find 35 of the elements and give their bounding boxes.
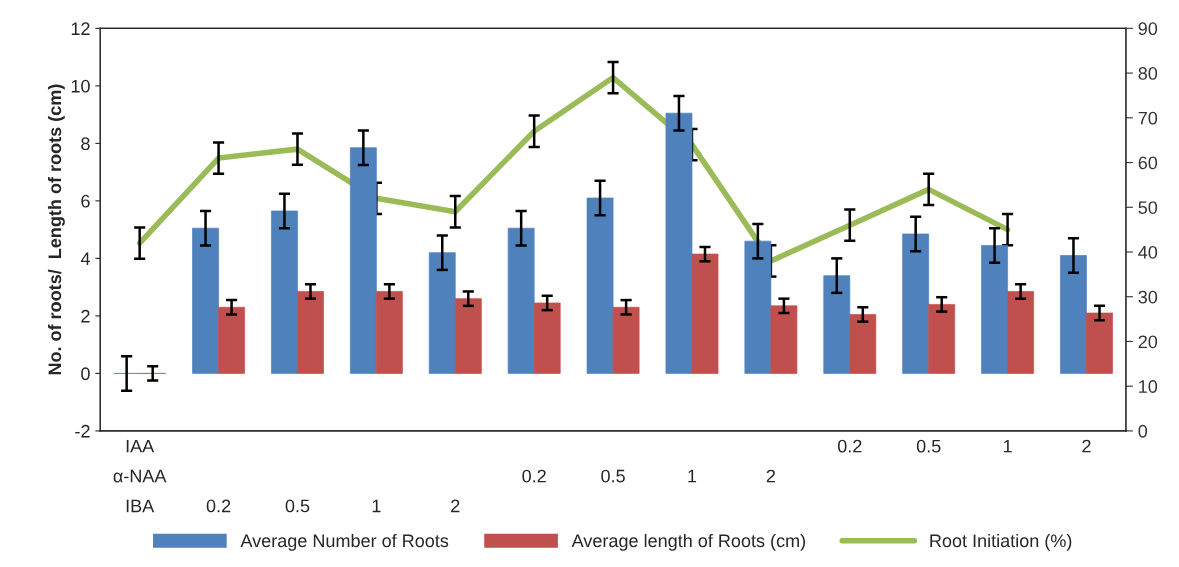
y-tick-label: 2 (81, 309, 90, 323)
y2-tick-label: 30 (1138, 290, 1158, 304)
y2-tick-label: 10 (1139, 380, 1158, 393)
y-tick-label: 6 (81, 194, 90, 208)
y-axis-title: No. of roots/ Length of roots (cm) (47, 84, 65, 375)
x-tick-label: 0.2 (522, 469, 546, 483)
x-tick-label: 0.5 (601, 469, 625, 483)
x-tick-label: 0.5 (916, 439, 941, 453)
y2-tick-label: 80 (1138, 67, 1158, 80)
y-tick-label: 8 (81, 137, 90, 151)
x-tick-label: 2 (1082, 439, 1091, 453)
x-tick-label: 0.5 (285, 499, 310, 513)
y-tick-label: 10 (71, 79, 90, 93)
x-tick-label: 2 (766, 469, 775, 483)
x-tick-label: IAA α-NAA IBA (113, 439, 167, 513)
legend-label: Average length of Roots (cm) (571, 533, 806, 551)
x-tick-label: 0.2 (837, 439, 862, 453)
y2-tick-label: 20 (1138, 335, 1158, 349)
y2-tick-label: 50 (1138, 201, 1158, 214)
y-tick-label: 0 (81, 367, 90, 381)
x-tick-label: 1 (688, 469, 697, 483)
legend-label: Root Initiation (%) (930, 533, 1072, 551)
x-tick-label: 1 (1003, 439, 1012, 453)
y2-tick-label: 90 (1138, 22, 1158, 36)
y2-tick-label: 70 (1138, 111, 1158, 125)
x-tick-label: 0.2 (206, 499, 231, 513)
y-tick-label: -2 (75, 424, 90, 438)
y-tick-label: 4 (80, 252, 90, 265)
legend-label: Average Number of Roots (240, 533, 449, 551)
y2-tick-label: 60 (1138, 156, 1158, 170)
x-tick-label: 2 (451, 499, 460, 513)
y2-tick-label: 40 (1138, 245, 1158, 259)
x-tick-label: 1 (372, 499, 381, 513)
y2-tick-label: 0 (1138, 424, 1148, 438)
y-tick-label: 12 (71, 22, 90, 35)
